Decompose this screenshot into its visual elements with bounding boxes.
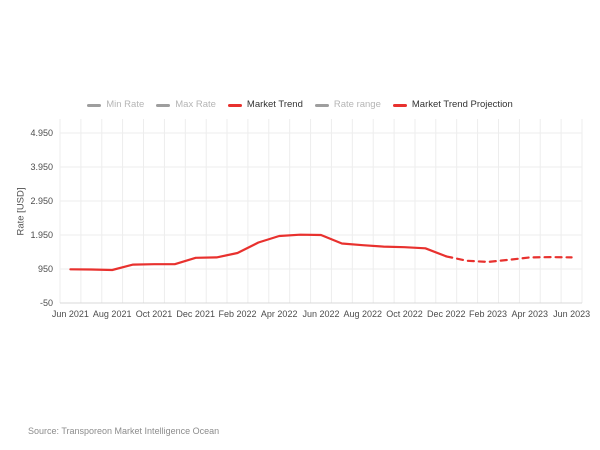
legend-marker-icon [227, 103, 242, 107]
y-tick-label: 4.950 [30, 128, 53, 138]
x-tick-label: Aug 2021 [93, 309, 132, 319]
legend-item-max-rate[interactable]: Max Rate [156, 97, 216, 113]
x-tick-label: Jun 2021 [52, 309, 89, 319]
x-tick-label: Apr 2023 [512, 309, 549, 319]
legend-marker-icon [156, 103, 171, 107]
legend-item-label: Max Rate [175, 99, 216, 110]
market-trend-line[interactable] [69, 233, 448, 272]
legend-item-min-rate[interactable]: Min Rate [87, 97, 144, 113]
legend-item-market-trend[interactable]: Market Trend [227, 97, 303, 113]
legend-item-rate-range[interactable]: Rate range [314, 97, 381, 113]
x-tick-label: Apr 2022 [261, 309, 298, 319]
y-tick-label: -50 [40, 298, 53, 308]
legend-marker-icon [87, 103, 102, 107]
legend-item-market-trend-projection[interactable]: Market Trend Projection [392, 97, 513, 113]
chart-legend: Min Rate Max Rate Market Trend Rate range Ma… [0, 97, 600, 113]
market-trend-projection-line[interactable] [445, 255, 573, 263]
x-tick-label: Oct 2022 [386, 309, 423, 319]
x-tick-label: Aug 2022 [344, 309, 383, 319]
x-tick-label: Dec 2021 [176, 309, 215, 319]
y-tick-label: 2.950 [30, 196, 53, 206]
y-axis-title: Rate [USD] [15, 187, 27, 236]
legend-marker-icon [392, 103, 407, 107]
x-tick-label: Oct 2021 [136, 309, 173, 319]
x-tick-label: Dec 2022 [427, 309, 466, 319]
legend-item-label: Rate range [333, 99, 381, 110]
x-tick-label: Feb 2022 [218, 309, 256, 319]
source-text: Source: Transporeon Market Intelligence … [28, 426, 220, 436]
legend-item-label: Market Trend [246, 99, 303, 110]
x-tick-label: Jun 2023 [553, 309, 590, 319]
legend-item-label: Min Rate [106, 99, 145, 110]
y-tick-label: 3.950 [30, 162, 53, 172]
x-tick-label: Feb 2023 [469, 309, 507, 319]
legend-marker-icon [314, 103, 329, 107]
x-tick-label: Jun 2022 [302, 309, 339, 319]
y-tick-label: 1.950 [30, 230, 53, 240]
y-tick-label: 950 [38, 264, 53, 274]
legend-item-label: Market Trend Projection [411, 99, 513, 110]
